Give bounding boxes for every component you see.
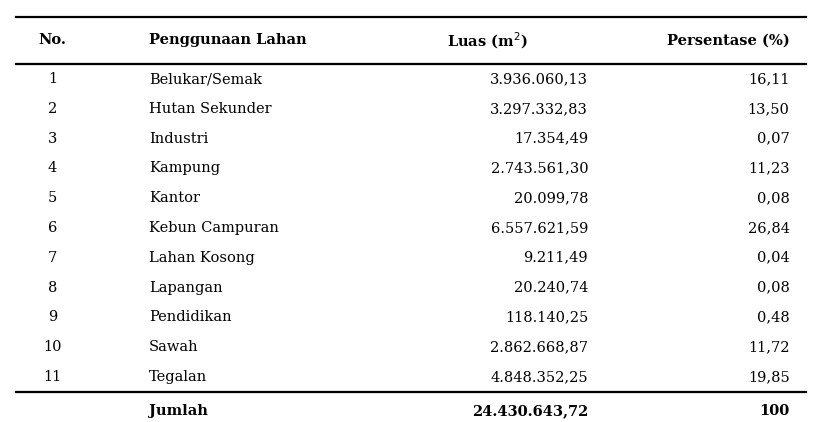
Text: 100: 100 [760, 404, 790, 418]
Text: 11,72: 11,72 [748, 340, 790, 354]
Text: 13,50: 13,50 [748, 102, 790, 116]
Text: Lahan Kosong: Lahan Kosong [150, 251, 255, 265]
Text: 3.297.332,83: 3.297.332,83 [491, 102, 589, 116]
Text: 2.743.561,30: 2.743.561,30 [491, 161, 589, 176]
Text: Hutan Sekunder: Hutan Sekunder [150, 102, 272, 116]
Text: 16,11: 16,11 [748, 72, 790, 86]
Text: Jumlah: Jumlah [150, 404, 208, 418]
Text: 10: 10 [44, 340, 62, 354]
Text: 8: 8 [48, 281, 58, 295]
Text: Sawah: Sawah [150, 340, 199, 354]
Text: Belukar/Semak: Belukar/Semak [150, 72, 262, 86]
Text: 0,07: 0,07 [757, 132, 790, 146]
Text: 3: 3 [48, 132, 58, 146]
Text: 0,48: 0,48 [757, 310, 790, 324]
Text: Pendidikan: Pendidikan [150, 310, 232, 324]
Text: 3.936.060,13: 3.936.060,13 [490, 72, 589, 86]
Text: 0,08: 0,08 [757, 281, 790, 295]
Text: 4.848.352,25: 4.848.352,25 [491, 370, 589, 384]
Text: Kampung: Kampung [150, 161, 220, 176]
Text: 9: 9 [48, 310, 58, 324]
Text: Industri: Industri [150, 132, 209, 146]
Text: Kebun Campuran: Kebun Campuran [150, 221, 279, 235]
Text: 0,04: 0,04 [757, 251, 790, 265]
Text: 11,23: 11,23 [748, 161, 790, 176]
Text: No.: No. [39, 33, 67, 47]
Text: 24.430.643,72: 24.430.643,72 [472, 404, 589, 418]
Text: 0,08: 0,08 [757, 191, 790, 205]
Text: Persentase (%): Persentase (%) [667, 33, 790, 47]
Text: 26,84: 26,84 [748, 221, 790, 235]
Text: 5: 5 [48, 191, 58, 205]
Text: 6.557.621,59: 6.557.621,59 [491, 221, 589, 235]
Text: 11: 11 [44, 370, 62, 384]
Text: Tegalan: Tegalan [150, 370, 207, 384]
Text: 19,85: 19,85 [748, 370, 790, 384]
Text: 2: 2 [48, 102, 58, 116]
Text: 1: 1 [48, 72, 57, 86]
Text: Luas (m$^2$): Luas (m$^2$) [447, 30, 528, 51]
Text: 20.240,74: 20.240,74 [514, 281, 589, 295]
Text: 20.099,78: 20.099,78 [514, 191, 589, 205]
Text: 9.211,49: 9.211,49 [524, 251, 589, 265]
Text: 7: 7 [48, 251, 58, 265]
Text: Kantor: Kantor [150, 191, 201, 205]
Text: Lapangan: Lapangan [150, 281, 223, 295]
Text: 17.354,49: 17.354,49 [514, 132, 589, 146]
Text: 4: 4 [48, 161, 58, 176]
Text: Penggunaan Lahan: Penggunaan Lahan [150, 33, 307, 47]
Text: 6: 6 [48, 221, 58, 235]
Text: 2.862.668,87: 2.862.668,87 [490, 340, 589, 354]
Text: 118.140,25: 118.140,25 [505, 310, 589, 324]
